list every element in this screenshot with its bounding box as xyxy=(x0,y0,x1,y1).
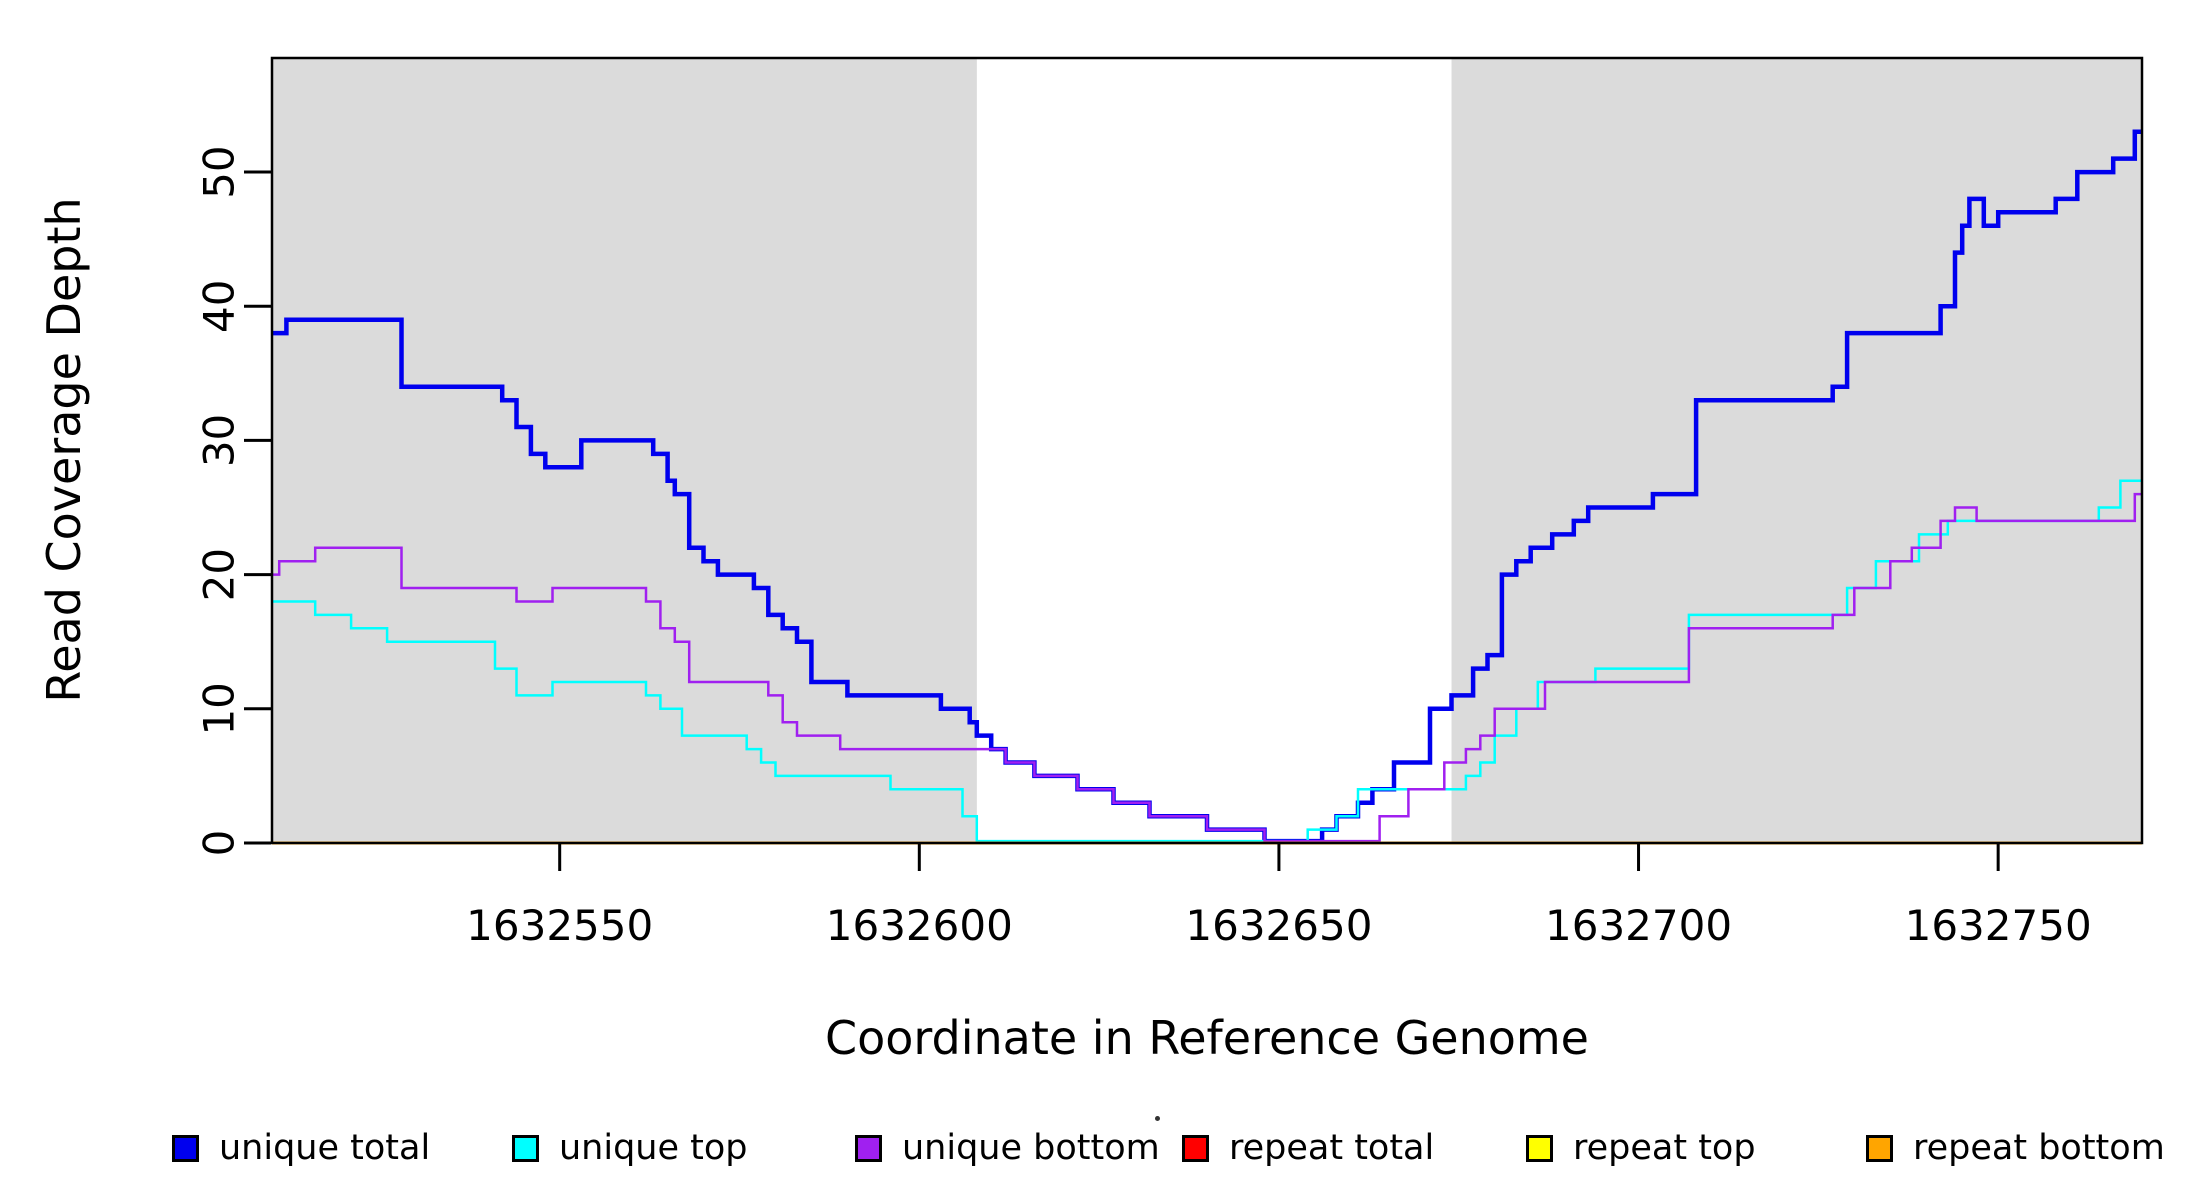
legend-label: repeat bottom xyxy=(1913,1128,2165,1168)
legend-label: unique bottom xyxy=(902,1128,1160,1168)
legend-swatch-icon xyxy=(1526,1134,1553,1162)
legend: unique total unique top unique bottom repea… xyxy=(0,1118,2200,1178)
legend-entry-unique-bottom: unique bottom xyxy=(855,1118,1160,1178)
legend-dot-artifact xyxy=(1155,1116,1160,1121)
legend-label: unique top xyxy=(559,1128,748,1168)
legend-entry-repeat-top: repeat top xyxy=(1526,1118,1756,1178)
legend-label: repeat top xyxy=(1573,1128,1756,1168)
legend-entry-unique-top: unique top xyxy=(512,1118,748,1178)
x-axis-tick-label: 1632750 xyxy=(1905,901,2092,950)
y-axis-tick-label: 0 xyxy=(195,830,244,857)
legend-label: repeat total xyxy=(1229,1128,1435,1168)
shaded-region xyxy=(272,58,977,843)
legend-swatch-icon xyxy=(1866,1134,1893,1162)
x-axis-tick-label: 1632600 xyxy=(826,901,1013,950)
x-axis-title: Coordinate in Reference Genome xyxy=(825,1011,1589,1065)
legend-entry-repeat-bottom: repeat bottom xyxy=(1866,1118,2165,1178)
shaded-region xyxy=(1451,58,2142,843)
y-axis-tick-label: 50 xyxy=(195,145,244,198)
y-axis-tick-label: 20 xyxy=(195,548,244,601)
series-unique-bottom xyxy=(272,492,2142,843)
legend-swatch-icon xyxy=(855,1134,882,1162)
x-axis-tick-label: 1632550 xyxy=(466,901,653,950)
legend-swatch-icon xyxy=(172,1134,199,1162)
legend-entry-repeat-total: repeat total xyxy=(1182,1118,1434,1178)
x-axis-tick-label: 1632650 xyxy=(1185,901,1372,950)
plot-border xyxy=(270,56,2144,845)
y-axis-tick-label: 10 xyxy=(195,682,244,735)
legend-swatch-icon xyxy=(512,1134,539,1162)
y-axis-tick-label: 30 xyxy=(195,414,244,467)
legend-swatch-icon xyxy=(1182,1134,1209,1162)
y-axis-title: Read Coverage Depth xyxy=(37,197,91,703)
legend-entry-unique-total: unique total xyxy=(172,1118,430,1178)
legend-label: unique total xyxy=(219,1128,431,1168)
y-axis-tick-label: 40 xyxy=(195,280,244,333)
x-axis-tick-label: 1632700 xyxy=(1545,901,1732,950)
